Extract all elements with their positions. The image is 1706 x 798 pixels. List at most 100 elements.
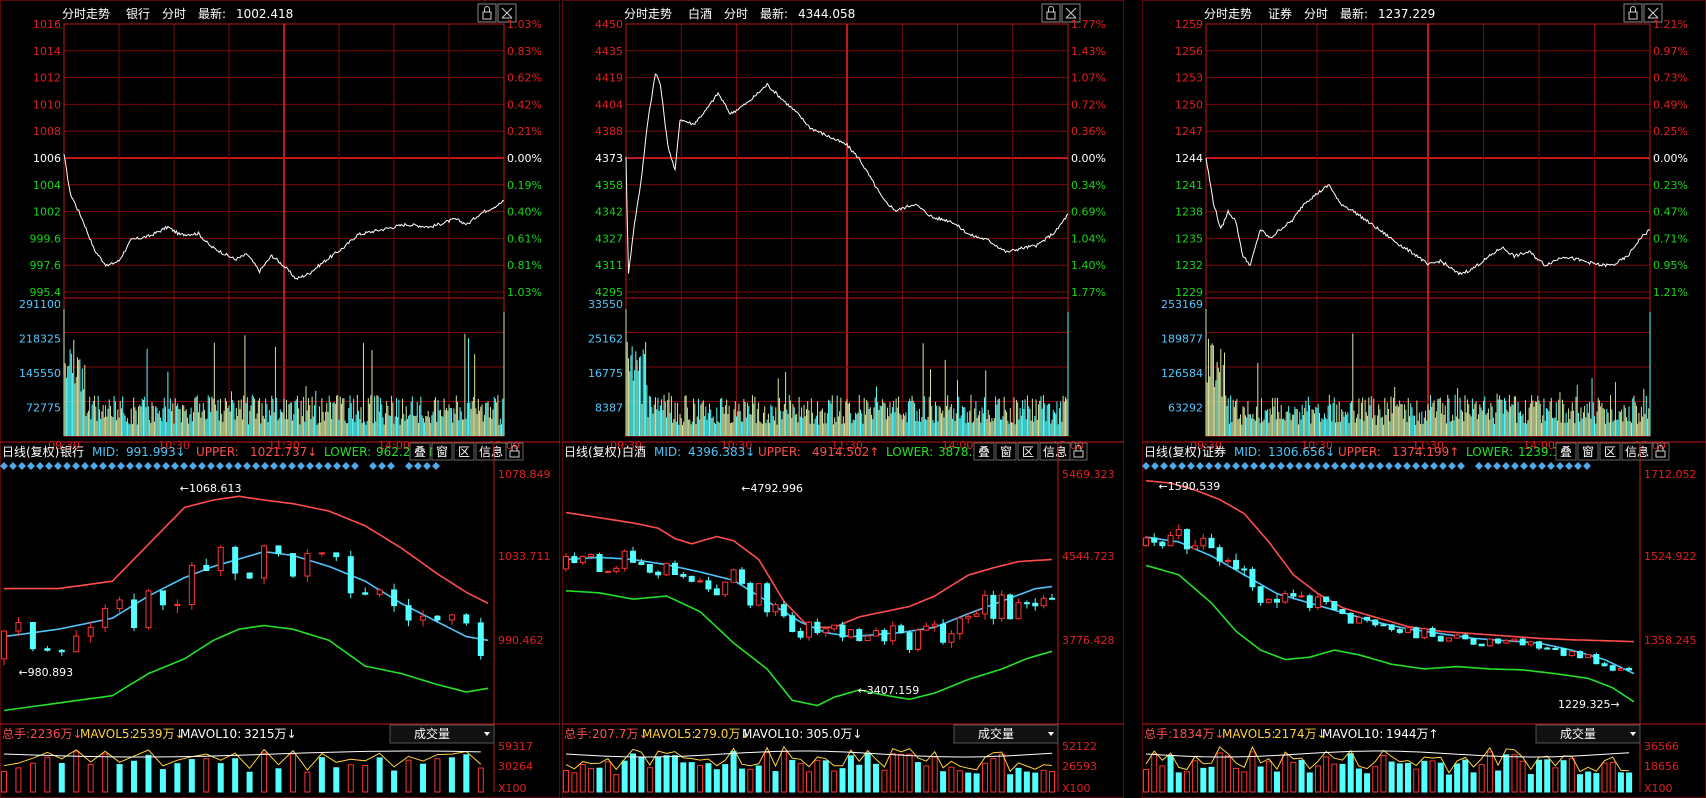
- candle-body: [948, 633, 955, 643]
- vol-total-label: 总手:: [2, 727, 30, 741]
- signal-diamond: [1475, 462, 1483, 470]
- close-icon[interactable]: [1061, 3, 1081, 23]
- candle-body: [705, 580, 712, 590]
- kline-lock-icon[interactable]: [505, 442, 524, 461]
- candle-body: [1023, 602, 1030, 605]
- signal-diamond: [1385, 462, 1393, 470]
- vol-tick: 72775: [26, 402, 61, 415]
- kline-button-2[interactable]: 窗: [995, 442, 1017, 461]
- candle-body: [1306, 595, 1313, 609]
- candle-body: [1257, 586, 1264, 603]
- kline-button-3[interactable]: 区: [453, 442, 475, 461]
- candle-body: [275, 545, 282, 555]
- candle-body: [1609, 665, 1616, 671]
- price-tick: 1002: [33, 206, 61, 219]
- candlesticks: [1143, 524, 1633, 672]
- candle-body: [376, 589, 383, 595]
- kline-lock-icon[interactable]: [1651, 442, 1670, 461]
- candle-body: [1617, 667, 1624, 671]
- signal-diamond: [1583, 462, 1591, 470]
- pct-tick: 0.81%: [507, 259, 542, 272]
- candle-body: [1454, 634, 1461, 639]
- daily-volume-bar: [131, 760, 138, 793]
- daily-volume-bar: [663, 755, 670, 793]
- candle-body: [1413, 627, 1420, 639]
- pct-tick: 0.97%: [1653, 45, 1688, 58]
- candle-body: [1593, 654, 1600, 665]
- lock-icon[interactable]: [1623, 3, 1643, 23]
- boll-lower-line: [565, 590, 1053, 707]
- candle-body: [1568, 651, 1575, 656]
- daily-volume-bar: [956, 770, 963, 793]
- chevron-down-icon[interactable]: [1048, 732, 1054, 736]
- kline-button-1[interactable]: 叠: [973, 442, 995, 461]
- kline-button-3[interactable]: 区: [1599, 442, 1621, 461]
- signal-diamond: [171, 462, 179, 470]
- mavol10-value: 3215万↓: [244, 727, 297, 741]
- kline-button-1[interactable]: 叠: [409, 442, 431, 461]
- kline-button-2[interactable]: 窗: [1577, 442, 1599, 461]
- vol-total-value: 207.7万↓: [592, 727, 648, 741]
- daily-volume-bar: [764, 752, 771, 793]
- pct-tick: 1.21%: [1653, 18, 1688, 31]
- intraday-volume: [625, 309, 1069, 436]
- candle-body: [588, 553, 595, 558]
- lower-label: LOWER:: [1466, 445, 1513, 459]
- mavol10-line: [565, 750, 1053, 758]
- signal-diamond: [1340, 462, 1348, 470]
- signal-diamond: [378, 462, 386, 470]
- price-tick: 1232: [1175, 259, 1203, 272]
- price-tick: 1244: [1175, 152, 1203, 165]
- volume-indicator-select[interactable]: 成交量: [953, 724, 1059, 744]
- daily-volume-bar: [814, 759, 821, 793]
- daily-volume-bar: [1609, 761, 1616, 793]
- daily-volume-bar: [621, 760, 628, 793]
- volume-indicator-select[interactable]: 成交量: [389, 724, 495, 744]
- lock-icon[interactable]: [477, 3, 497, 23]
- signal-diamond: [1448, 462, 1456, 470]
- lock-icon[interactable]: [1041, 3, 1061, 23]
- candle-body: [1143, 537, 1149, 547]
- daily-volume-bar: [1355, 768, 1362, 793]
- daily-volume-bars: [1143, 751, 1633, 793]
- chevron-down-icon[interactable]: [1630, 732, 1636, 736]
- daily-volume-bar: [1486, 751, 1493, 793]
- candle-body: [159, 590, 166, 606]
- daily-volume-bar: [1290, 761, 1297, 793]
- candle-body: [906, 632, 913, 650]
- daily-volume-bar: [630, 753, 637, 793]
- kline-mode: 日线(复权): [1144, 445, 1201, 459]
- chevron-down-icon[interactable]: [484, 732, 490, 736]
- index-name: 银行: [126, 7, 150, 21]
- kline-button-4[interactable]: 信息: [1621, 442, 1653, 461]
- mavol10-value: 305.0万↓: [806, 727, 862, 741]
- kline-mode: 日线(复权): [564, 445, 621, 459]
- daily-volume-bar: [571, 772, 578, 793]
- kline-button-label: 叠: [414, 445, 426, 459]
- candle-body: [973, 613, 980, 617]
- kline-button-1[interactable]: 叠: [1555, 442, 1577, 461]
- candle-body: [174, 603, 181, 606]
- candle-body: [1544, 647, 1551, 650]
- kline-button-2[interactable]: 窗: [431, 442, 453, 461]
- kline-button-3[interactable]: 区: [1017, 442, 1039, 461]
- upper-label: UPPER:: [758, 445, 801, 459]
- signal-diamond: [1484, 462, 1492, 470]
- pct-tick: 0.23%: [1653, 179, 1688, 192]
- candle-body: [806, 621, 812, 638]
- price-tick: 1247: [1175, 125, 1203, 138]
- mavol10-line: [1145, 750, 1630, 758]
- kline-lock-icon[interactable]: [1069, 442, 1088, 461]
- close-icon[interactable]: [1643, 3, 1663, 23]
- kline-button-4[interactable]: 信息: [1039, 442, 1071, 461]
- upper-value: 1374.199↑: [1392, 445, 1459, 459]
- kline-button-label: 区: [458, 445, 470, 459]
- volume-indicator-select[interactable]: 成交量: [1535, 724, 1641, 744]
- candle-body: [1519, 638, 1526, 646]
- close-icon[interactable]: [497, 3, 517, 23]
- vol-tick: 8387: [595, 402, 623, 415]
- kline-button-4[interactable]: 信息: [475, 442, 507, 461]
- volume-select-label: 成交量: [1560, 726, 1596, 741]
- kline-name: 银行: [60, 445, 84, 459]
- signal-diamond: [72, 462, 80, 470]
